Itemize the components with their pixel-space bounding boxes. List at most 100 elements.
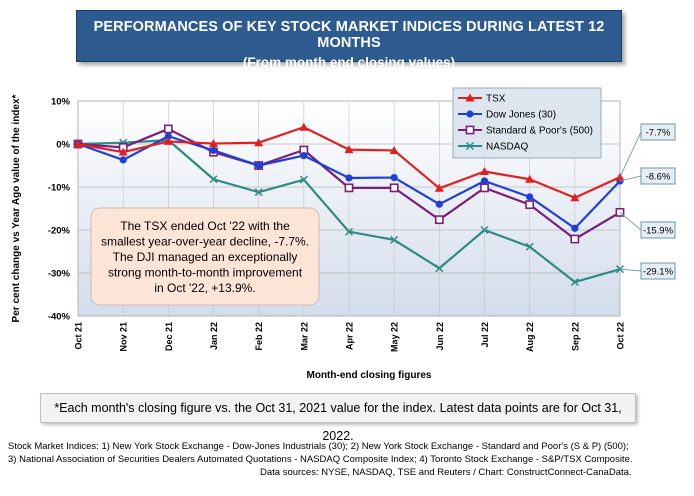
x-tick-label: Oct 21	[74, 322, 84, 350]
data-point-marker	[299, 122, 309, 131]
legend-label: TSX	[486, 94, 506, 105]
data-point-marker	[209, 146, 218, 155]
end-label-leader	[619, 131, 642, 178]
legend-item: TSX	[458, 93, 506, 105]
data-point-marker	[570, 234, 580, 244]
data-point-marker	[389, 183, 399, 193]
end-label-leader	[619, 212, 642, 231]
legend-item: Standard & Poor's (500)	[458, 126, 593, 137]
end-label-box	[640, 262, 676, 280]
data-point-marker	[480, 225, 489, 235]
data-point-marker	[390, 173, 398, 182]
data-point-marker	[480, 167, 489, 176]
line-chart: 10% 0% -10% -20% -30% -40% Oct 21 Nov 21 Dec 21…	[11, 87, 676, 381]
chart-subtitle: (From month end closing values)	[242, 55, 456, 70]
y-tick-label: -40%	[48, 312, 71, 323]
data-point-marker	[300, 152, 308, 160]
x-tick-label: May 22	[390, 322, 400, 352]
end-label: -29.1%	[643, 267, 674, 278]
data-point-marker	[389, 145, 399, 154]
source-line-3: Data sources: NYSE, NASDAQ, TSE and Reut…	[260, 467, 632, 478]
data-point-marker	[118, 147, 128, 156]
data-point-marker	[435, 264, 444, 273]
data-point-marker	[526, 193, 534, 201]
data-point-marker	[465, 93, 475, 102]
x-tick-label: Dec 21	[164, 322, 174, 351]
data-point-marker	[465, 141, 475, 151]
x-tick-label: Feb 22	[254, 322, 264, 351]
legend-item: Dow Jones (30)	[458, 110, 556, 121]
data-point-marker	[465, 125, 475, 135]
data-point-marker	[254, 138, 264, 147]
data-point-marker	[209, 139, 218, 148]
data-point-marker	[164, 132, 172, 140]
x-tick-label: Jun 22	[435, 322, 445, 351]
annotation-text: The TSX ended Oct '22 with the smallest y…	[101, 219, 309, 295]
footnote-box: *Each month's closing figure vs. the Oct…	[40, 393, 636, 443]
legend: TSX Dow Jones (30) Standard & Poor's (500)…	[452, 87, 602, 159]
data-point-marker	[435, 200, 443, 208]
data-point-marker	[390, 235, 399, 244]
x-tick-label: Aug 22	[525, 322, 535, 352]
y-axis-label: Per cent change vs Year Ago value of the…	[11, 94, 22, 322]
data-point-marker	[466, 110, 474, 118]
end-label-leader	[619, 268, 642, 272]
data-point-marker	[525, 174, 535, 183]
data-point-marker	[344, 145, 354, 154]
y-tick-label: 10%	[51, 97, 71, 108]
data-point-marker	[163, 124, 173, 134]
annotation-background	[90, 207, 320, 306]
footnote-text: *Each month's closing figure vs. the Oct…	[54, 401, 622, 443]
data-point-marker	[254, 188, 263, 197]
x-tick-label: Jan 22	[209, 322, 219, 350]
legend-label: Standard & Poor's (500)	[486, 126, 593, 137]
end-label-box	[640, 167, 676, 185]
data-point-marker	[525, 242, 534, 251]
data-point-marker	[525, 200, 535, 210]
data-point-marker	[209, 175, 218, 184]
y-tick-label: 0%	[56, 140, 70, 151]
x-tick-label: Apr 22	[345, 322, 355, 350]
data-point-marker	[345, 174, 353, 182]
x-tick-label: Oct 22	[616, 322, 626, 350]
end-label: -7.7%	[646, 128, 671, 139]
data-point-marker	[571, 224, 579, 232]
data-point-marker	[570, 193, 580, 202]
end-label-box	[640, 123, 676, 141]
series-group	[73, 122, 625, 287]
data-point-marker	[299, 175, 308, 184]
legend-item: NASDAQ	[458, 142, 528, 153]
x-tick-label: Sep 22	[570, 322, 580, 351]
x-axis-ticks: Oct 21 Nov 21 Dec 21 Jan 22 Feb 22 Mar 22 Apr …	[74, 322, 626, 352]
data-point-marker	[73, 139, 83, 148]
data-point-marker	[344, 183, 354, 193]
data-point-marker	[480, 183, 489, 193]
data-point-marker	[570, 277, 579, 287]
legend-label: NASDAQ	[486, 142, 528, 153]
data-point-marker	[434, 215, 444, 225]
y-tick-label: -30%	[48, 269, 71, 280]
x-tick-label: Jul 22	[480, 322, 490, 348]
y-tick-label: -20%	[48, 226, 71, 237]
source-line-2: 3) National Association of Securities De…	[8, 454, 633, 465]
x-tick-label: Nov 21	[119, 322, 129, 352]
end-label: -15.9%	[643, 226, 674, 237]
data-point-marker	[480, 177, 489, 185]
end-labels: -7.7% -8.6% -15.9% -29.1%	[619, 123, 676, 280]
series-tsx	[73, 122, 625, 202]
data-point-marker	[119, 156, 127, 164]
end-label-box	[640, 221, 676, 239]
x-axis-label: Month-end closing figures	[307, 370, 432, 381]
legend-label: Dow Jones (30)	[486, 110, 556, 121]
y-axis-ticks: 10% 0% -10% -20% -30% -40%	[48, 97, 71, 323]
data-point-marker	[344, 227, 354, 236]
data-point-marker	[434, 183, 444, 192]
end-label-leader	[619, 175, 642, 182]
data-point-marker	[163, 136, 173, 145]
data-point-marker	[255, 161, 263, 170]
y-tick-label: -10%	[48, 183, 71, 194]
end-label: -8.6%	[646, 172, 671, 183]
annotation-box: The TSX ended Oct '22 with the smallest y…	[90, 207, 320, 306]
chart-title-banner: PERFORMANCES OF KEY STOCK MARKET INDICES…	[76, 10, 622, 70]
x-tick-label: Mar 22	[299, 322, 309, 351]
